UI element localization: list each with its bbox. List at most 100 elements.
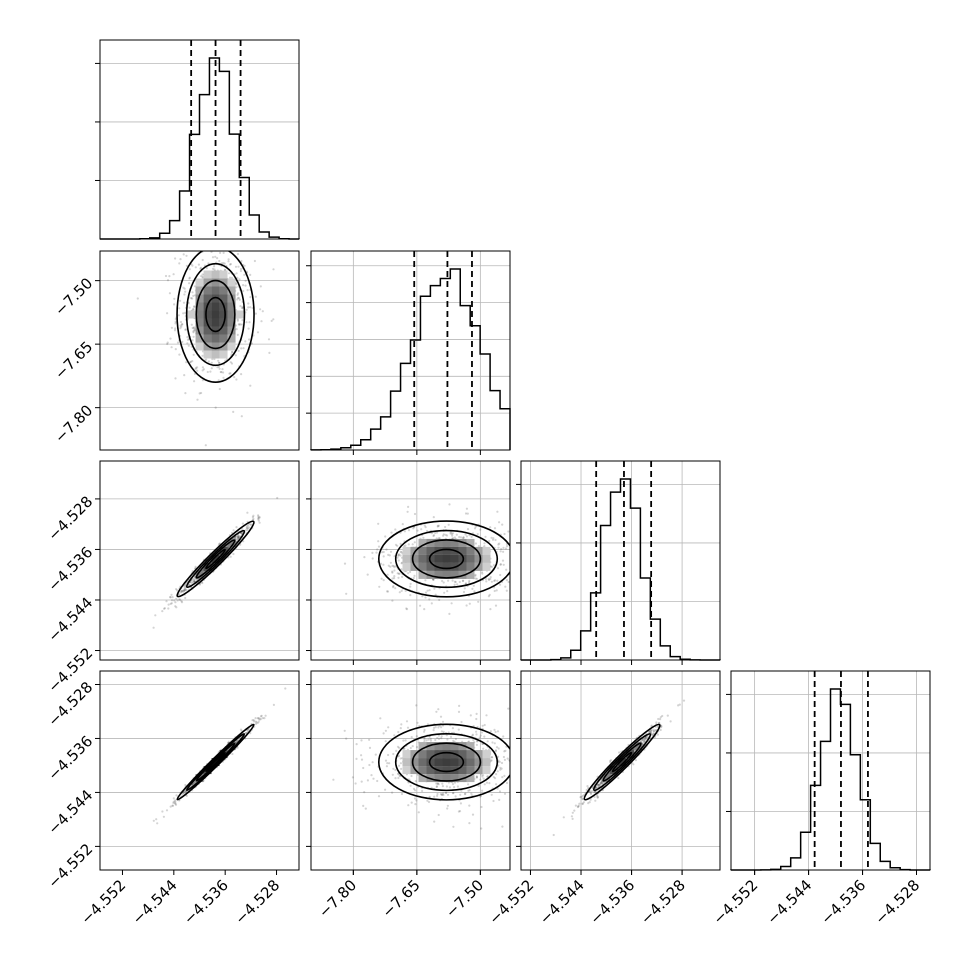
density-cell [618, 758, 627, 767]
sample-point [387, 564, 390, 567]
density-cell [195, 286, 204, 295]
sample-point [405, 607, 408, 610]
sample-point [191, 326, 194, 329]
sample-point [404, 544, 407, 547]
sample-point [237, 536, 240, 539]
sample-point [267, 338, 271, 341]
sample-point [518, 571, 520, 573]
sample-point [167, 607, 170, 610]
density-cell [482, 766, 491, 775]
density-cell [235, 310, 244, 319]
sample-point [231, 752, 234, 756]
density-cell [458, 758, 467, 767]
sample-point [448, 503, 451, 506]
sample-point [430, 532, 433, 535]
sample-point [180, 600, 183, 603]
sample-point [534, 771, 536, 773]
sample-point [247, 306, 250, 309]
sample-point [596, 796, 599, 799]
sample-point [407, 572, 410, 575]
contour-1 [195, 539, 236, 579]
sample-point [218, 361, 221, 364]
sample-point [372, 777, 375, 780]
sample-point [454, 580, 457, 584]
sample-point [174, 320, 177, 323]
sample-point [406, 510, 409, 513]
sample-point [218, 246, 220, 248]
density-cell [195, 334, 204, 343]
density-cell [203, 294, 212, 303]
sample-point [594, 790, 597, 793]
sample-point [634, 759, 638, 762]
sample-point [376, 548, 379, 551]
contour-0 [205, 548, 226, 570]
sample-point [652, 730, 655, 733]
density-cell [450, 554, 459, 563]
density-cell [211, 554, 220, 563]
sample-point [173, 329, 177, 332]
contour-3 [583, 723, 661, 801]
x-tick-label: −4.528 [637, 876, 689, 928]
sample-point [412, 576, 415, 580]
sample-point [512, 768, 514, 770]
sample-point [232, 529, 235, 532]
sample-point [371, 557, 374, 560]
sample-point [202, 368, 205, 371]
sample-point [218, 361, 221, 364]
histogram-step [100, 57, 300, 240]
sample-point [481, 789, 484, 792]
sample-point [240, 347, 243, 350]
density-cell [203, 326, 212, 335]
sample-point [248, 526, 251, 529]
sample-point [176, 599, 179, 602]
sample-point [442, 793, 445, 797]
sample-point [236, 333, 239, 336]
sample-point [446, 804, 449, 807]
sample-point [500, 761, 504, 765]
sample-point [175, 794, 178, 797]
sample-point [498, 790, 502, 793]
sample-point [177, 314, 180, 317]
sample-point [366, 779, 369, 782]
density-cell [211, 318, 220, 327]
sample-point [201, 369, 204, 372]
sample-point [397, 554, 400, 557]
sample-point [534, 552, 536, 554]
sample-point [382, 732, 385, 735]
sample-point [152, 626, 155, 629]
sample-point [235, 283, 238, 286]
sample-point [406, 726, 410, 729]
sample-point [499, 766, 502, 769]
sample-point [391, 570, 394, 573]
sample-point [241, 306, 244, 310]
sample-point [185, 361, 188, 364]
sample-point [485, 781, 489, 784]
panel-frame [99, 670, 300, 871]
sample-point [211, 267, 215, 270]
sample-point [477, 600, 480, 603]
sample-point [397, 772, 400, 776]
x-tick-label: −4.528 [231, 876, 283, 928]
density-cell [466, 742, 475, 751]
sample-point [164, 274, 168, 278]
sample-point [174, 257, 177, 260]
sample-point [188, 282, 191, 285]
sample-point [166, 279, 170, 282]
sample-point [467, 789, 470, 792]
contour-0 [428, 751, 465, 773]
sample-point [474, 577, 477, 580]
sample-point [209, 370, 212, 373]
sample-point [413, 512, 417, 516]
sample-point [436, 794, 439, 798]
sample-point [190, 581, 193, 585]
contour-1 [195, 742, 236, 782]
sample-point [181, 340, 184, 343]
sample-point [426, 589, 429, 592]
sample-point [677, 704, 680, 707]
contour-3 [176, 520, 255, 598]
sample-point [597, 783, 600, 786]
sample-point [660, 725, 663, 728]
x-tick-label: −7.80 [315, 876, 360, 921]
sample-point [257, 514, 260, 517]
sample-point [245, 308, 248, 311]
